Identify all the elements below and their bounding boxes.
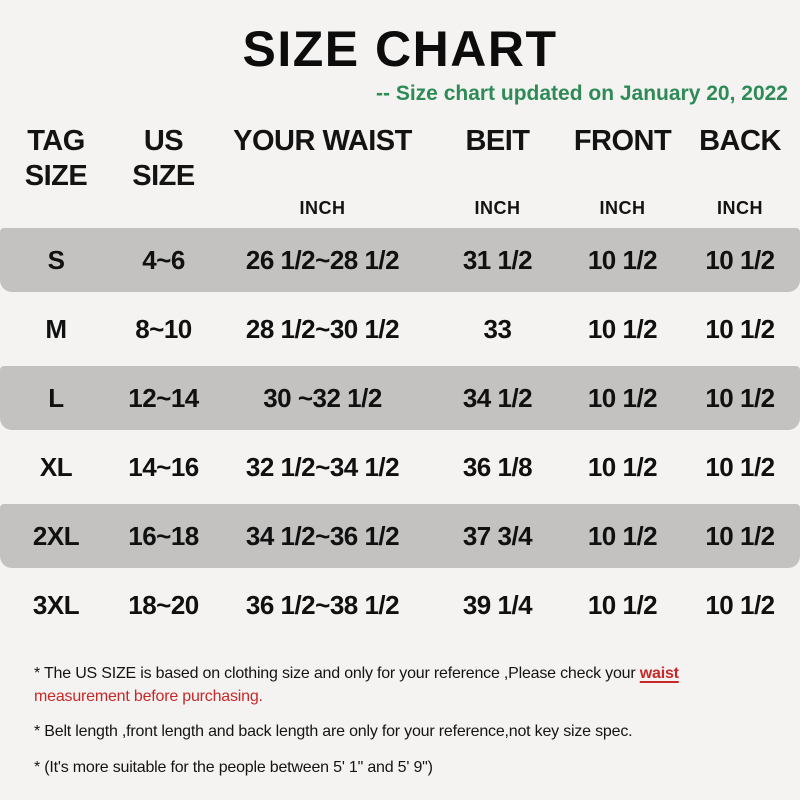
column-label: US SIZE [132, 124, 195, 195]
cell-tag-size: 2XL [32, 520, 80, 551]
column-label: FRONT [573, 124, 672, 159]
cell-belt: 39 1/4 [462, 589, 533, 620]
column-label-line1: YOUR WAIST [233, 125, 412, 157]
cell-waist: 28 1/2~30 1/2 [245, 313, 400, 344]
column-label-line2: SIZE [24, 160, 88, 193]
cell-front: 10 1/2 [587, 244, 658, 275]
cell-belt: 31 1/2 [462, 244, 533, 275]
cell-front: 10 1/2 [587, 589, 658, 620]
table-row-s: S 4~6 26 1/2~28 1/2 31 1/2 10 1/2 10 1/2 [0, 228, 800, 292]
column-header-tag-size: TAG SIZE [0, 124, 112, 220]
cell-front: 10 1/2 [587, 313, 658, 344]
cell-us-size: 18~20 [128, 589, 199, 620]
cell-us-size: 16~18 [128, 520, 199, 551]
column-header-back: BACK INCH [680, 124, 800, 220]
column-label-line1: US [143, 125, 184, 157]
column-unit: INCH [717, 198, 763, 218]
cell-back: 10 1/2 [705, 520, 775, 551]
cell-belt: 37 3/4 [462, 520, 533, 551]
note-us-size: * The US SIZE is based on clothing size … [34, 663, 766, 708]
table-header: TAG SIZE US SIZE YOUR WAIST INCH BEIT INCH… [0, 124, 800, 220]
cell-us-size: 12~14 [128, 382, 199, 413]
cell-front: 10 1/2 [587, 520, 658, 551]
note-belt-length: * Belt length ,front length and back len… [34, 723, 633, 741]
cell-back: 10 1/2 [705, 313, 775, 344]
column-unit: INCH [599, 198, 646, 218]
column-header-your-waist: YOUR WAIST INCH [215, 124, 430, 220]
update-date-note: -- Size chart updated on January 20, 202… [376, 82, 788, 105]
cell-us-size: 8~10 [135, 313, 192, 344]
cell-tag-size: XL [39, 451, 73, 482]
cell-tag-size: M [45, 313, 67, 344]
table-row-m: M 8~10 28 1/2~30 1/2 33 10 1/2 10 1/2 [0, 297, 800, 361]
cell-waist: 34 1/2~36 1/2 [245, 520, 400, 551]
cell-back: 10 1/2 [705, 451, 775, 482]
cell-back: 10 1/2 [705, 244, 775, 275]
column-label: BACK [699, 124, 781, 159]
table-row-3xl: 3XL 18~20 36 1/2~38 1/2 39 1/4 10 1/2 10… [0, 573, 800, 637]
column-header-us-size: US SIZE [112, 124, 215, 220]
table-body: S 4~6 26 1/2~28 1/2 31 1/2 10 1/2 10 1/2… [0, 228, 800, 637]
column-label-line1: BEIT [465, 125, 530, 157]
cell-tag-size: S [47, 244, 65, 275]
column-label-line1: TAG [27, 125, 85, 157]
column-label-line2: SIZE [132, 160, 195, 193]
column-label: YOUR WAIST [233, 124, 412, 159]
note-us-size-text: * The US SIZE is based on clothing size … [34, 665, 640, 682]
column-label-line1: BACK [699, 125, 781, 157]
cell-belt: 36 1/8 [462, 451, 533, 482]
cell-waist: 36 1/2~38 1/2 [245, 589, 400, 620]
cell-us-size: 14~16 [128, 451, 199, 482]
column-header-belt: BEIT INCH [430, 124, 565, 220]
page-title: SIZE CHART [242, 21, 558, 77]
cell-front: 10 1/2 [587, 382, 658, 413]
note-height-range: * (It's more suitable for the people bet… [34, 759, 433, 777]
cell-tag-size: 3XL [32, 589, 80, 620]
note-waist-highlight: waist [639, 665, 679, 682]
footnotes: * The US SIZE is based on clothing size … [0, 663, 800, 780]
cell-back: 10 1/2 [705, 382, 775, 413]
column-label: TAG SIZE [24, 124, 88, 195]
cell-tag-size: L [48, 382, 64, 413]
cell-waist: 26 1/2~28 1/2 [245, 244, 400, 275]
column-unit: INCH [474, 198, 521, 218]
table-row-2xl: 2XL 16~18 34 1/2~36 1/2 37 3/4 10 1/2 10… [0, 504, 800, 568]
column-header-front: FRONT INCH [565, 124, 680, 220]
column-unit: INCH [299, 198, 346, 218]
cell-back: 10 1/2 [705, 589, 775, 620]
cell-waist: 32 1/2~34 1/2 [245, 451, 400, 482]
cell-belt: 34 1/2 [462, 382, 533, 413]
column-label-line1: FRONT [573, 125, 672, 157]
table-row-xl: XL 14~16 32 1/2~34 1/2 36 1/8 10 1/2 10 … [0, 435, 800, 499]
note-us-size-red-line: measurement before purchasing. [34, 687, 263, 705]
cell-us-size: 4~6 [142, 244, 185, 275]
column-label: BEIT [465, 124, 530, 159]
cell-belt: 33 [483, 313, 512, 344]
cell-front: 10 1/2 [587, 451, 658, 482]
cell-waist: 30 ~32 1/2 [263, 382, 382, 413]
table-row-l: L 12~14 30 ~32 1/2 34 1/2 10 1/2 10 1/2 [0, 366, 800, 430]
